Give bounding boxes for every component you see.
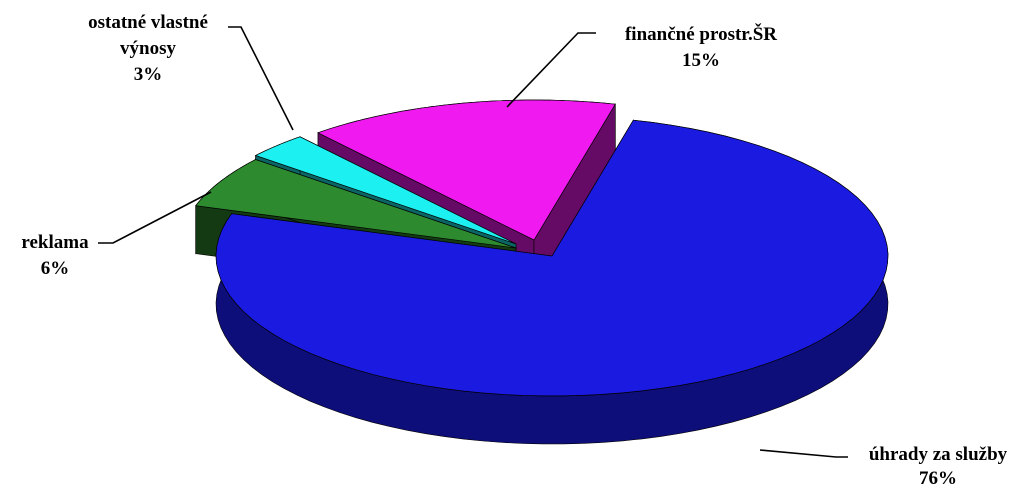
slice-label-reklama: reklama — [21, 232, 89, 253]
leader-line-financne — [506, 32, 596, 108]
slice-label-ostatne-line1: ostatné vlastné — [88, 12, 208, 33]
slice-label-ostatne-line2: výnosy — [120, 38, 176, 59]
slice-label-financne: finančné prostr.ŠR — [625, 23, 777, 45]
slice-uhrady — [215, 119, 889, 397]
slice-reklama — [195, 159, 517, 249]
slice-label-uhrady: úhrady za služby — [869, 444, 1008, 465]
leader-line-reklama — [98, 191, 212, 244]
slice-value-reklama: 6% — [41, 258, 70, 279]
slice-financne — [317, 99, 616, 241]
slice-ostatne — [254, 136, 517, 245]
slice-value-uhrady: 76% — [919, 468, 957, 486]
slice-value-financne: 15% — [682, 50, 720, 71]
leader-line-ostatne — [228, 26, 294, 131]
leader-line-uhrady — [759, 449, 848, 458]
slice-value-ostatne: 3% — [134, 64, 163, 85]
